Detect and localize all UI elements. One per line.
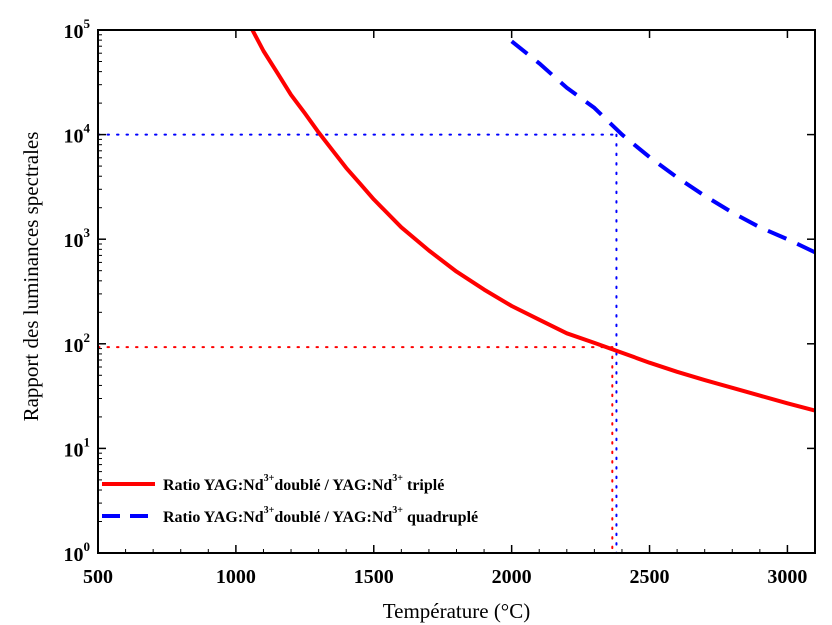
x-tick-label: 2000 — [492, 566, 532, 588]
y-axis-ticks: 100 101 102 103 104 105 — [64, 16, 815, 566]
x-tick-label: 2500 — [630, 566, 670, 588]
x-axis-ticks: 500 1000 1500 2000 2500 3000 — [83, 30, 807, 588]
series-line-2 — [510, 39, 815, 255]
y-tick-label: 100 — [64, 539, 91, 566]
legend-label: Ratio YAG:Nd3+doublé / YAG:Nd3+ quadrupl… — [163, 505, 478, 526]
y-tick-label: 101 — [64, 434, 91, 461]
y-tick-label: 105 — [64, 16, 91, 43]
x-tick-label: 500 — [83, 566, 113, 588]
x-tick-label: 1500 — [354, 566, 394, 588]
series-lines — [250, 30, 815, 413]
legend-label: Ratio YAG:Nd3+doublé / YAG:Nd3+ triplé — [163, 473, 444, 494]
y-tick-label: 104 — [64, 121, 91, 148]
reference-lines — [97, 133, 618, 554]
y-tick-label: 102 — [64, 330, 91, 357]
y-axis-title: Rapport des luminances spectrales — [19, 132, 43, 422]
y-tick-label: 103 — [64, 225, 91, 252]
x-axis-title: Température (°C) — [383, 599, 530, 623]
series-line-1 — [250, 30, 815, 413]
legend: Ratio YAG:Nd3+doublé / YAG:Nd3+ triplé Ra… — [102, 473, 478, 526]
plot-frame — [97, 29, 816, 554]
x-tick-label: 1000 — [216, 566, 256, 588]
x-tick-label: 3000 — [767, 566, 807, 588]
